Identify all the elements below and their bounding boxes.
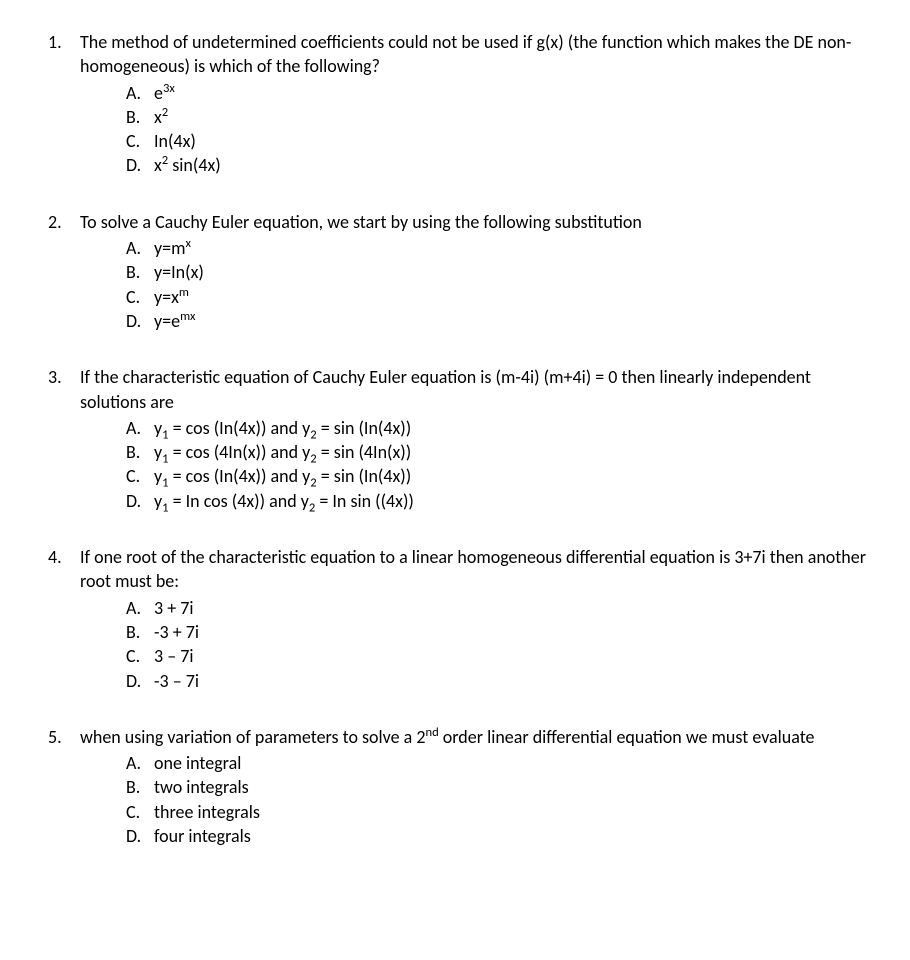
option-A: A.y=mx — [126, 236, 870, 260]
option-text: y1 = In cos (4x)) and y2 = In sin ((4x)) — [154, 489, 870, 513]
option-letter: D. — [126, 153, 154, 177]
options-list: A.y1 = cos (In(4x)) and y2 = sin (In(4x)… — [80, 416, 870, 513]
option-B: B.y=In(x) — [126, 260, 870, 284]
question-text: when using variation of parameters to so… — [80, 725, 870, 749]
option-A: A.one integral — [126, 751, 870, 775]
question-4: 4.If one root of the characteristic equa… — [40, 545, 870, 693]
question-number: 1. — [40, 30, 80, 178]
option-C: C.y=xm — [126, 285, 870, 309]
option-A: A.e3x — [126, 81, 870, 105]
option-letter: A. — [126, 596, 154, 620]
option-letter: B. — [126, 775, 154, 799]
option-letter: D. — [126, 489, 154, 513]
option-letter: B. — [126, 260, 154, 284]
question-content: To solve a Cauchy Euler equation, we sta… — [80, 210, 870, 333]
option-D: D.x2 sin(4x) — [126, 153, 870, 177]
option-text: two integrals — [154, 775, 870, 799]
question-number: 3. — [40, 365, 80, 513]
option-B: B.x2 — [126, 105, 870, 129]
option-letter: D. — [126, 309, 154, 333]
option-text: y=In(x) — [154, 260, 870, 284]
options-list: A.3 + 7iB.-3 + 7iC.3 – 7iD.-3 – 7i — [80, 596, 870, 693]
option-text: x2 sin(4x) — [154, 153, 870, 177]
option-D: D.-3 – 7i — [126, 669, 870, 693]
option-letter: A. — [126, 236, 154, 260]
option-text: y=emx — [154, 309, 870, 333]
options-list: A.y=mxB.y=In(x)C.y=xmD.y=emx — [80, 236, 870, 333]
option-letter: B. — [126, 440, 154, 464]
option-text: y=xm — [154, 285, 870, 309]
question-text: If one root of the characteristic equati… — [80, 545, 870, 594]
option-text: y1 = cos (In(4x)) and y2 = sin (In(4x)) — [154, 416, 870, 440]
question-2: 2.To solve a Cauchy Euler equation, we s… — [40, 210, 870, 333]
question-3: 3.If the characteristic equation of Cauc… — [40, 365, 870, 513]
option-letter: C. — [126, 464, 154, 488]
option-text: four integrals — [154, 824, 870, 848]
option-letter: C. — [126, 285, 154, 309]
option-text: -3 + 7i — [154, 620, 870, 644]
option-letter: D. — [126, 669, 154, 693]
option-text: one integral — [154, 751, 870, 775]
option-C: C.y1 = cos (In(4x)) and y2 = sin (In(4x)… — [126, 464, 870, 488]
option-text: e3x — [154, 81, 870, 105]
option-text: -3 – 7i — [154, 669, 870, 693]
options-list: A.e3xB.x2C.In(4x)D.x2 sin(4x) — [80, 81, 870, 178]
question-content: when using variation of parameters to so… — [80, 725, 870, 848]
option-text: 3 – 7i — [154, 644, 870, 668]
question-number: 4. — [40, 545, 80, 693]
option-letter: B. — [126, 105, 154, 129]
question-text: To solve a Cauchy Euler equation, we sta… — [80, 210, 870, 234]
question-text: If the characteristic equation of Cauchy… — [80, 365, 870, 414]
question-number: 2. — [40, 210, 80, 333]
question-text: The method of undetermined coefficients … — [80, 30, 870, 79]
option-letter: D. — [126, 824, 154, 848]
option-letter: A. — [126, 751, 154, 775]
option-A: A.y1 = cos (In(4x)) and y2 = sin (In(4x)… — [126, 416, 870, 440]
option-C: C.3 – 7i — [126, 644, 870, 668]
option-D: D.y1 = In cos (4x)) and y2 = In sin ((4x… — [126, 489, 870, 513]
question-number: 5. — [40, 725, 80, 848]
options-list: A.one integralB.two integralsC.three int… — [80, 751, 870, 848]
option-D: D.four integrals — [126, 824, 870, 848]
question-content: If one root of the characteristic equati… — [80, 545, 870, 693]
option-B: B.-3 + 7i — [126, 620, 870, 644]
option-C: C.In(4x) — [126, 129, 870, 153]
option-letter: C. — [126, 644, 154, 668]
question-1: 1.The method of undetermined coefficient… — [40, 30, 870, 178]
option-letter: C. — [126, 129, 154, 153]
option-B: B.y1 = cos (4In(x)) and y2 = sin (4In(x)… — [126, 440, 870, 464]
question-content: The method of undetermined coefficients … — [80, 30, 870, 178]
option-C: C.three integrals — [126, 800, 870, 824]
option-text: y1 = cos (4In(x)) and y2 = sin (4In(x)) — [154, 440, 870, 464]
option-letter: A. — [126, 81, 154, 105]
question-5: 5.when using variation of parameters to … — [40, 725, 870, 848]
option-text: y1 = cos (In(4x)) and y2 = sin (In(4x)) — [154, 464, 870, 488]
option-D: D.y=emx — [126, 309, 870, 333]
option-letter: C. — [126, 800, 154, 824]
questions-list: 1.The method of undetermined coefficient… — [40, 30, 870, 848]
option-B: B.two integrals — [126, 775, 870, 799]
option-letter: B. — [126, 620, 154, 644]
option-text: three integrals — [154, 800, 870, 824]
option-text: x2 — [154, 105, 870, 129]
option-text: In(4x) — [154, 129, 870, 153]
option-A: A.3 + 7i — [126, 596, 870, 620]
option-text: y=mx — [154, 236, 870, 260]
option-text: 3 + 7i — [154, 596, 870, 620]
option-letter: A. — [126, 416, 154, 440]
question-content: If the characteristic equation of Cauchy… — [80, 365, 870, 513]
